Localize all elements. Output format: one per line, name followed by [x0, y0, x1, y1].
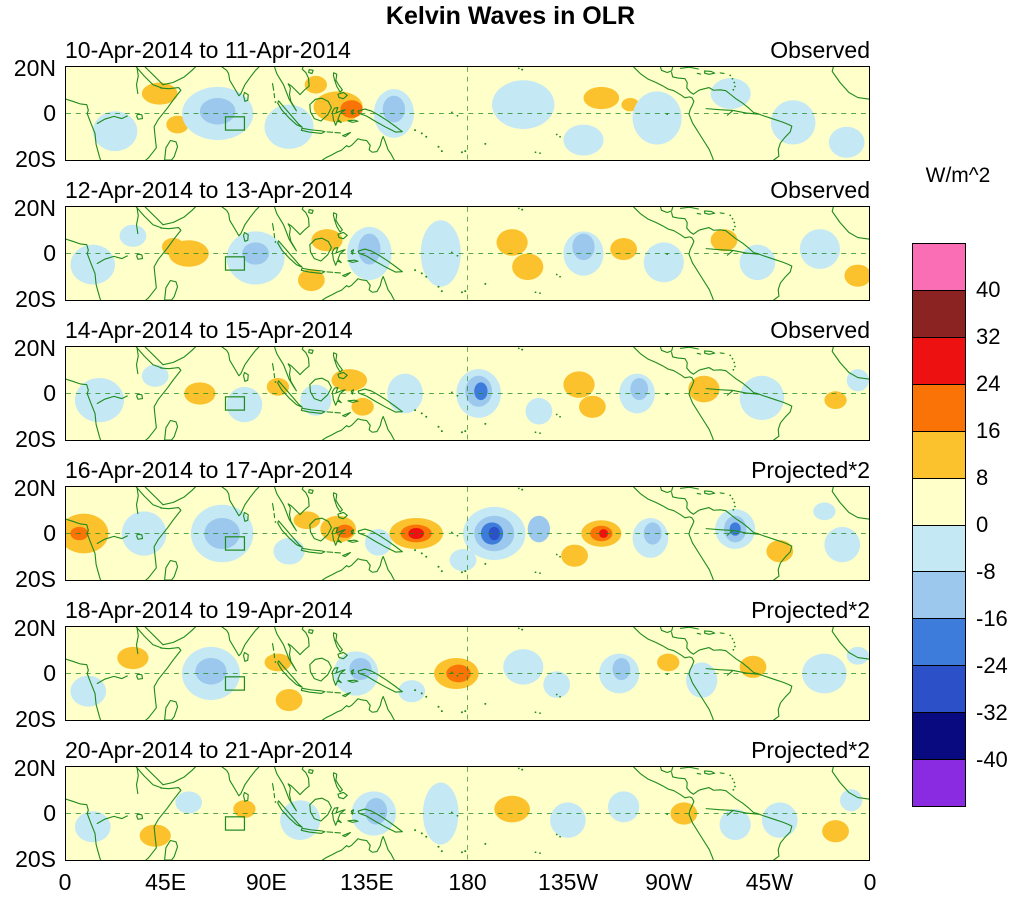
target-region-box: [224, 396, 246, 411]
colorbar-segment: [913, 478, 965, 526]
colorbar-tick: -32: [976, 700, 1008, 725]
y-tick-0: 0: [43, 800, 56, 826]
y-tick-20s: 20S: [15, 146, 56, 172]
colorbar-segment: [913, 384, 965, 432]
panel-1-date-range: 10-Apr-2014 to 11-Apr-2014: [65, 37, 351, 63]
colorbar-tick: -40: [976, 747, 1008, 772]
x-tick-90w: 90W: [645, 869, 693, 895]
colorbar-tick: 0: [976, 512, 989, 537]
panel-5-header: 18-Apr-2014 to 19-Apr-2014 Projected*2: [65, 596, 870, 624]
x-tick-0w: 0: [863, 869, 877, 895]
target-region-box: [224, 256, 246, 271]
y-tick-20s: 20S: [15, 706, 56, 732]
panel-3-source-label: Observed: [770, 317, 870, 343]
y-tick-20s: 20S: [15, 846, 56, 872]
map-panel-2: [65, 206, 870, 301]
panel-2-header: 12-Apr-2014 to 13-Apr-2014 Observed: [65, 176, 870, 204]
y-tick-20s: 20S: [15, 426, 56, 452]
y-tick-0: 0: [43, 100, 56, 126]
colorbar-tick: -24: [976, 653, 1008, 678]
map-panel-3: [65, 346, 870, 441]
target-region-box: [224, 536, 246, 551]
colorbar-segment: [913, 572, 965, 620]
panel-2-date-range: 12-Apr-2014 to 13-Apr-2014: [65, 177, 353, 203]
colorbar-segment: [913, 290, 965, 338]
target-region-box: [224, 116, 246, 131]
colorbar-unit-label: W/m^2: [925, 164, 991, 187]
y-tick-20n: 20N: [13, 55, 56, 81]
y-tick-20s: 20S: [15, 286, 56, 312]
map-panel-5: [65, 626, 870, 721]
panel-5-source-label: Projected*2: [751, 597, 870, 623]
colorbar-tick: 16: [976, 418, 1001, 443]
colorbar-segment: [913, 337, 965, 385]
colorbar-tick: 32: [976, 324, 1001, 349]
figure-title: Kelvin Waves in OLR: [385, 2, 636, 30]
colorbar-tick: -8: [976, 559, 996, 584]
y-tick-0: 0: [43, 380, 56, 406]
x-tick-45w: 45W: [745, 869, 794, 895]
colorbar-segment: [913, 713, 965, 761]
colorbar-tick: 8: [976, 465, 989, 490]
map-panel-4: [65, 486, 870, 581]
y-tick-20n: 20N: [13, 755, 56, 781]
x-tick-45e: 45E: [145, 869, 187, 895]
x-tick-90e: 90E: [245, 869, 287, 895]
y-tick-20n: 20N: [13, 335, 56, 361]
colorbar-segment: [913, 619, 965, 667]
x-tick-135e: 135E: [340, 869, 394, 895]
panel-3-date-range: 14-Apr-2014 to 15-Apr-2014: [65, 317, 353, 343]
colorbar: [912, 243, 966, 807]
panel-2-source-label: Observed: [770, 177, 870, 203]
map-panel-6: [65, 766, 870, 861]
colorbar-segment: [913, 244, 965, 291]
panel-3-header: 14-Apr-2014 to 15-Apr-2014 Observed: [65, 316, 870, 344]
panel-4-date-range: 16-Apr-2014 to 17-Apr-2014: [65, 457, 353, 483]
panel-1-header: 10-Apr-2014 to 11-Apr-2014 Observed: [65, 36, 870, 64]
panel-6-source-label: Projected*2: [751, 737, 870, 763]
panel-5-date-range: 18-Apr-2014 to 19-Apr-2014: [65, 597, 353, 623]
panel-4-header: 16-Apr-2014 to 17-Apr-2014 Projected*2: [65, 456, 870, 484]
x-tick-0e: 0: [58, 869, 72, 895]
map-panel-1: [65, 66, 870, 161]
y-tick-20n: 20N: [13, 475, 56, 501]
panel-1-source-label: Observed: [770, 37, 870, 63]
x-tick-135w: 135W: [538, 869, 599, 895]
target-region-box: [224, 816, 246, 831]
y-tick-20n: 20N: [13, 615, 56, 641]
colorbar-tick: -16: [976, 606, 1008, 631]
colorbar-segment: [913, 760, 965, 807]
colorbar-segment: [913, 431, 965, 479]
panel-6-header: 20-Apr-2014 to 21-Apr-2014 Projected*2: [65, 736, 870, 764]
y-tick-0: 0: [43, 240, 56, 266]
y-tick-20n: 20N: [13, 195, 56, 221]
x-tick-180: 180: [448, 869, 487, 895]
colorbar-tick: 24: [976, 371, 1001, 396]
colorbar-segment: [913, 525, 965, 573]
panel-6-date-range: 20-Apr-2014 to 21-Apr-2014: [65, 737, 353, 763]
colorbar-tick: 40: [976, 277, 1001, 302]
colorbar-segment: [913, 666, 965, 714]
target-region-box: [224, 676, 246, 691]
y-tick-0: 0: [43, 520, 56, 546]
panel-4-source-label: Projected*2: [751, 457, 870, 483]
y-tick-0: 0: [43, 660, 56, 686]
y-tick-20s: 20S: [15, 566, 56, 592]
